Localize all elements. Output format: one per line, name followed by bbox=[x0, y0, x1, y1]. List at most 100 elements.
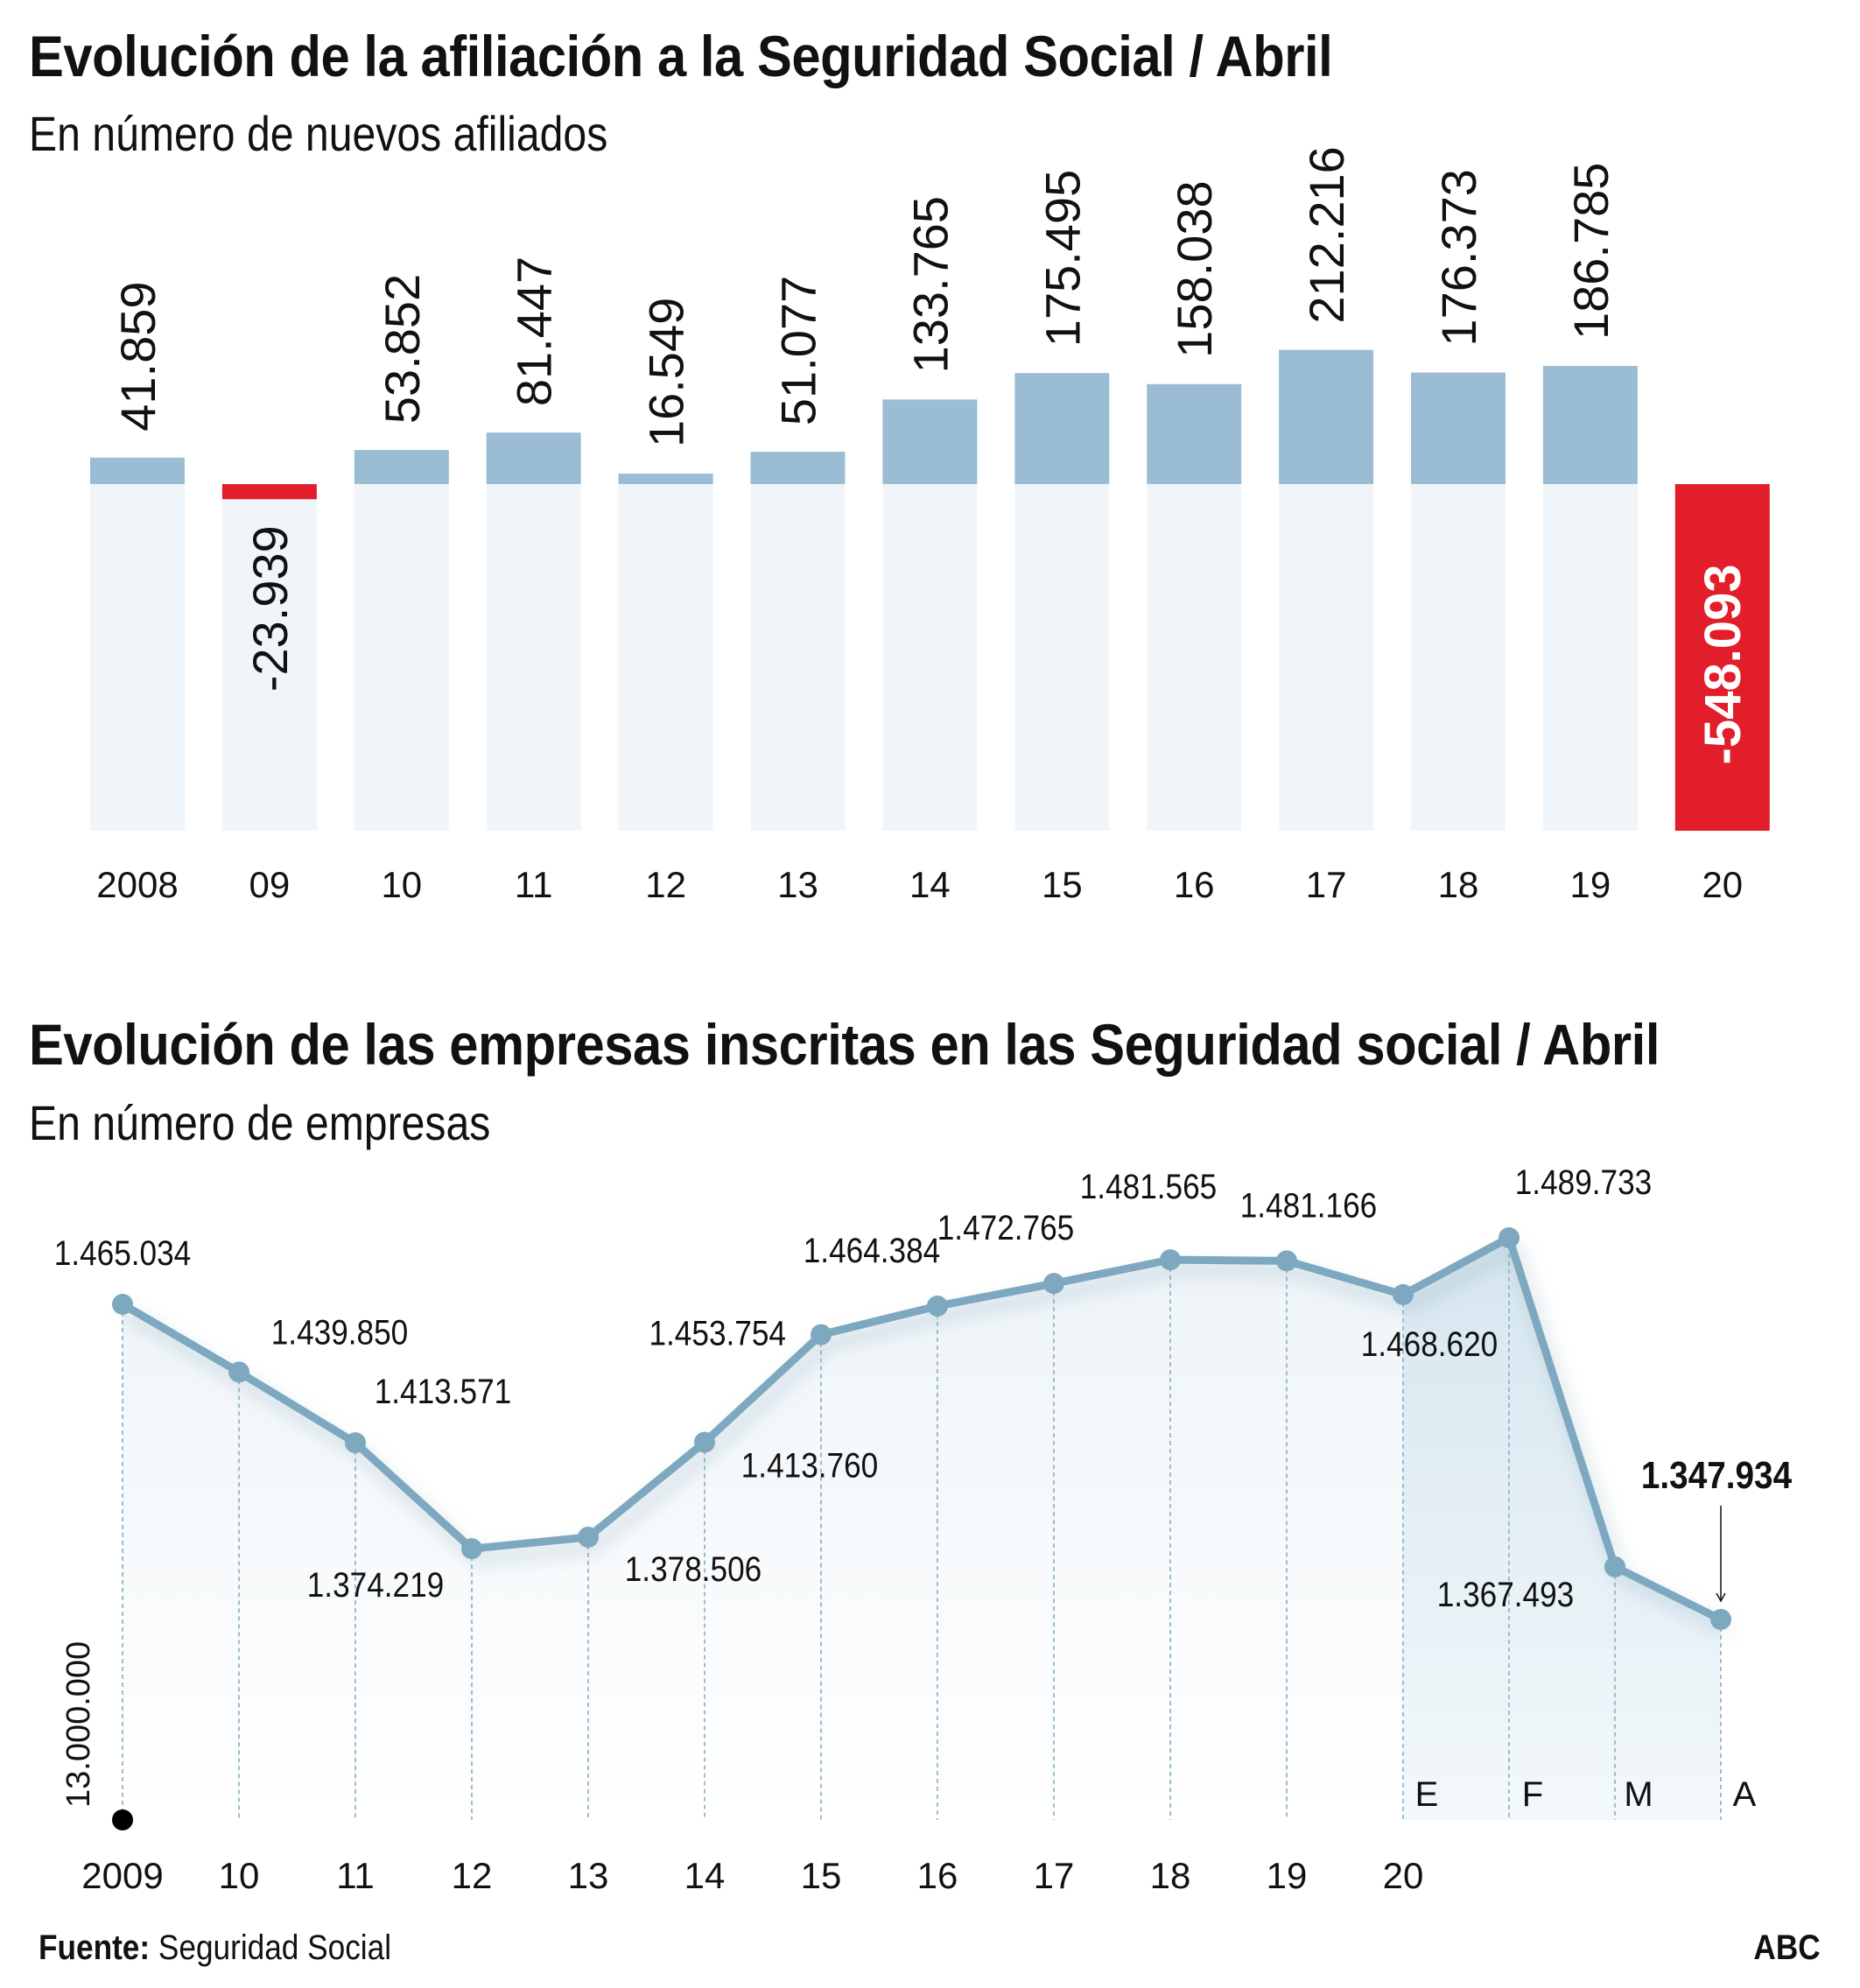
source-note: Fuente: Seguridad Social bbox=[39, 1928, 391, 1968]
bar bbox=[1014, 373, 1110, 484]
highlight-arrow-head bbox=[1716, 1592, 1726, 1603]
month-tick-label: F bbox=[1522, 1775, 1543, 1814]
x-tick-label: 16 bbox=[1174, 864, 1215, 905]
bar-track bbox=[486, 484, 581, 831]
bar-value-label: 133.765 bbox=[902, 196, 958, 373]
data-point bbox=[1710, 1609, 1731, 1630]
x-tick-label: 19 bbox=[1570, 864, 1611, 905]
bar-value-label: 51.077 bbox=[771, 276, 826, 425]
line-chart-subtitle: En número de empresas bbox=[29, 1095, 491, 1150]
bar-value-label: 158.038 bbox=[1167, 180, 1222, 357]
data-point bbox=[1393, 1283, 1414, 1305]
data-point bbox=[578, 1526, 599, 1548]
point-value-label: 1.413.760 bbox=[741, 1446, 879, 1486]
x-tick-label: 17 bbox=[1306, 864, 1347, 905]
x-tick-label: 12 bbox=[452, 1855, 493, 1896]
bar-track bbox=[1147, 484, 1242, 831]
bar bbox=[882, 399, 978, 484]
bar bbox=[618, 474, 713, 484]
bar bbox=[90, 457, 185, 484]
data-point bbox=[927, 1295, 948, 1317]
bar-track bbox=[221, 484, 317, 831]
data-point bbox=[461, 1538, 482, 1560]
bar-track bbox=[1014, 484, 1110, 831]
bar-chart-subtitle: En número de nuevos afiliados bbox=[29, 106, 608, 161]
point-value-label: 1.489.733 bbox=[1515, 1163, 1653, 1202]
bar-track bbox=[90, 484, 185, 831]
x-tick-label: 10 bbox=[219, 1855, 260, 1896]
data-point bbox=[811, 1324, 832, 1345]
bar-track bbox=[1411, 484, 1506, 831]
point-value-label: 1.481.166 bbox=[1240, 1185, 1378, 1225]
point-value-label: 1.367.493 bbox=[1437, 1575, 1575, 1614]
bar-value-label: 16.549 bbox=[639, 298, 694, 447]
bar-track bbox=[354, 484, 449, 831]
x-tick-label: 2009 bbox=[81, 1855, 163, 1896]
data-point bbox=[1604, 1556, 1625, 1577]
x-tick-label: 2008 bbox=[96, 864, 178, 905]
bar-value-label: 41.859 bbox=[110, 281, 165, 431]
bar-value-label: -548.093 bbox=[1695, 565, 1751, 765]
bar-negative bbox=[221, 484, 317, 500]
bar-value-label: 176.373 bbox=[1431, 169, 1486, 346]
point-value-label: 1.465.034 bbox=[54, 1233, 192, 1273]
area-fill bbox=[123, 1238, 1721, 1820]
highlight-value-label: 1.347.934 bbox=[1641, 1453, 1792, 1497]
x-tick-label: 14 bbox=[909, 864, 951, 905]
month-tick-label: E bbox=[1415, 1775, 1439, 1814]
x-tick-label: 10 bbox=[381, 864, 422, 905]
data-point bbox=[112, 1293, 133, 1315]
bar-track bbox=[1279, 484, 1374, 831]
bar-track bbox=[618, 484, 713, 831]
bar bbox=[1411, 372, 1506, 484]
bar-track bbox=[1542, 484, 1638, 831]
x-tick-label: 09 bbox=[249, 864, 291, 905]
data-point bbox=[1043, 1273, 1064, 1295]
bar-value-label: 186.785 bbox=[1563, 163, 1618, 340]
line-chart-title: Evolución de las empresas inscritas en l… bbox=[29, 1012, 1660, 1077]
axis-origin-dot bbox=[112, 1809, 133, 1830]
bar-value-label: 175.495 bbox=[1035, 170, 1090, 347]
month-tick-label: M bbox=[1624, 1775, 1653, 1814]
x-tick-label: 15 bbox=[1042, 864, 1083, 905]
bar bbox=[1147, 383, 1242, 484]
bar bbox=[750, 452, 846, 484]
bar bbox=[354, 450, 449, 484]
x-tick-label: 13 bbox=[568, 1855, 609, 1896]
x-tick-label: 14 bbox=[684, 1855, 726, 1896]
x-tick-label: 20 bbox=[1702, 864, 1743, 905]
data-point bbox=[694, 1431, 715, 1453]
bar bbox=[1279, 349, 1374, 484]
x-tick-label: 18 bbox=[1150, 1855, 1191, 1896]
x-tick-label: 15 bbox=[801, 1855, 842, 1896]
brand-logo: ABC bbox=[1753, 1928, 1821, 1967]
x-tick-label: 12 bbox=[645, 864, 686, 905]
point-value-label: 1.453.754 bbox=[649, 1314, 786, 1353]
x-tick-label: 11 bbox=[336, 1855, 375, 1896]
x-tick-label: 11 bbox=[515, 864, 553, 905]
bar-track bbox=[882, 484, 978, 831]
x-tick-label: 17 bbox=[1034, 1855, 1075, 1896]
x-tick-label: 13 bbox=[777, 864, 818, 905]
x-tick-label: 16 bbox=[917, 1855, 958, 1896]
source-value: Seguridad Social bbox=[158, 1928, 392, 1967]
data-point bbox=[228, 1361, 249, 1383]
bar-chart: 41.859 2008 -23.939 09 53.852 10 81.447 11 16.54… bbox=[90, 146, 1770, 905]
area-fill-2020 bbox=[1403, 1238, 1721, 1820]
bar-value-label: 53.852 bbox=[375, 274, 430, 424]
point-value-label: 1.439.850 bbox=[271, 1312, 409, 1352]
data-point bbox=[1276, 1250, 1297, 1272]
data-point bbox=[1499, 1227, 1520, 1248]
bar-negative bbox=[1674, 484, 1770, 831]
point-value-label: 1.374.219 bbox=[307, 1565, 445, 1605]
point-value-label: 1.468.620 bbox=[1361, 1324, 1499, 1364]
bar-value-label: 81.447 bbox=[507, 256, 562, 406]
point-value-label: 1.378.506 bbox=[625, 1549, 762, 1589]
bar-track bbox=[750, 484, 846, 831]
bar-value-label: -23.939 bbox=[242, 525, 298, 692]
data-point bbox=[1160, 1249, 1181, 1271]
month-tick-label: A bbox=[1733, 1775, 1757, 1814]
data-point bbox=[345, 1432, 366, 1454]
point-value-label: 1.481.565 bbox=[1080, 1167, 1218, 1206]
